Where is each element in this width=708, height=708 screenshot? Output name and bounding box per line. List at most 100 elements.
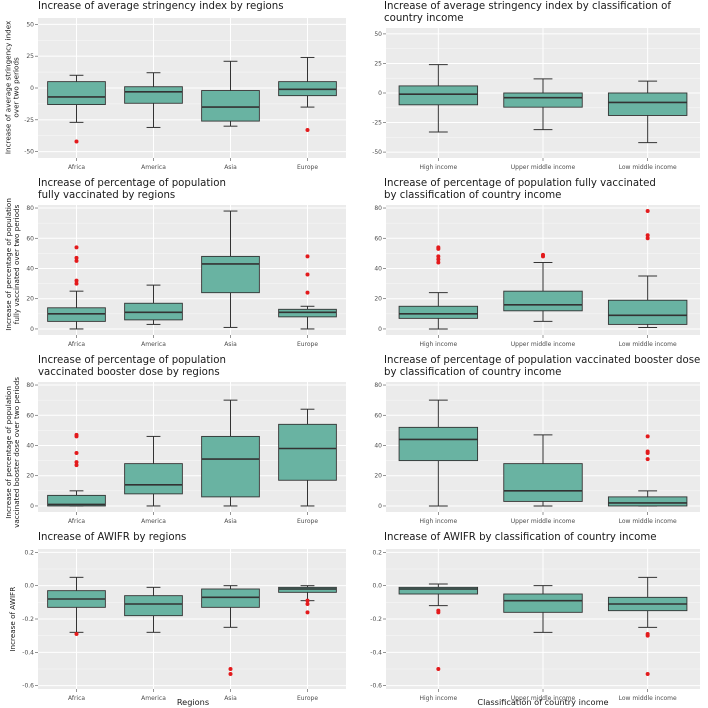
x-tick-label: Low middle income	[619, 695, 677, 702]
y-tick-label: 60	[26, 235, 34, 242]
x-tick-label: Europe	[297, 518, 318, 525]
box-iqr	[503, 463, 583, 502]
outlier-point	[305, 602, 310, 606]
panel-title: Increase of average stringency index by …	[384, 1, 671, 24]
box-iqr	[398, 426, 479, 462]
box-iqr	[278, 586, 337, 593]
panel-awifr-income: Increase of AWIFR by classification of c…	[354, 531, 708, 708]
outlier-point	[645, 233, 650, 238]
x-tick-label: Low middle income	[619, 164, 677, 171]
box-iqr	[398, 586, 479, 595]
y-tick-label: -0.4	[370, 649, 382, 656]
y-tick-label: 50	[26, 21, 34, 28]
y-tick-label: 20	[374, 296, 382, 303]
x-axis-label-income: Classification of country income	[477, 697, 609, 707]
outlier-point	[645, 209, 650, 214]
x-tick-label: Asia	[224, 518, 237, 525]
chart-svg-booster-regions: 0 20 40 60 80 Africa America Asia Europe	[26, 382, 346, 525]
box-iqr	[398, 305, 479, 319]
box-iqr	[607, 92, 688, 116]
outlier-point	[305, 610, 310, 615]
x-tick-label: High income	[419, 695, 457, 702]
outlier-point	[645, 449, 650, 454]
outlier-point	[645, 236, 650, 241]
outlier-point	[645, 434, 650, 439]
y-tick-label: 0.2	[24, 549, 34, 556]
y-tick-label: -0.2	[22, 616, 34, 623]
outlier-point	[228, 667, 233, 671]
y-tick-label: 80	[374, 205, 382, 212]
outlier-point	[436, 257, 441, 262]
x-tick-label: America	[141, 695, 166, 702]
x-tick-label: High income	[419, 341, 457, 348]
x-tick-label: Upper middle income	[511, 518, 576, 525]
y-tick-label: 40	[26, 265, 34, 272]
x-tick-label: Low middle income	[619, 341, 677, 348]
y-tick-label: 60	[26, 412, 34, 419]
outlier-point	[74, 139, 79, 144]
box-iqr	[47, 81, 106, 105]
y-tick-label: 0.0	[24, 583, 34, 590]
panel-awifr-regions: Increase of AWIFR by regions Increase of…	[0, 531, 354, 708]
x-tick-label: America	[141, 164, 166, 171]
panel-title: Increase of percentage of population ful…	[38, 178, 226, 201]
y-tick-label: 50	[374, 31, 382, 38]
y-tick-label: 80	[374, 382, 382, 389]
x-tick-label: Low middle income	[619, 518, 677, 525]
x-tick-label: Europe	[297, 695, 318, 702]
outlier-point	[436, 667, 441, 671]
x-tick-label: Upper middle income	[511, 341, 576, 348]
chart-svg-stringency-income: -50 -25 0 25 50 High income Upper middle incom…	[372, 28, 700, 171]
y-tick-label: 20	[26, 473, 34, 480]
outlier-point	[74, 255, 79, 260]
y-tick-label: 20	[374, 473, 382, 480]
panel-title: Increase of percentage of population vac…	[384, 355, 701, 378]
y-tick-label: -0.6	[370, 683, 382, 690]
box-iqr	[201, 255, 260, 294]
box-iqr	[278, 423, 337, 481]
x-tick-label: Asia	[224, 695, 237, 702]
chart-svg-booster-income: 0 20 40 60 80 High income Upper middle income L…	[374, 382, 700, 525]
y-tick-label: 0.0	[372, 583, 382, 590]
y-tick-label: 60	[374, 412, 382, 419]
outlier-point	[305, 290, 310, 295]
outlier-point	[645, 672, 650, 676]
box-iqr	[503, 92, 583, 108]
outlier-point	[74, 632, 79, 636]
outlier-point	[305, 598, 310, 603]
x-tick-label: Upper middle income	[511, 695, 576, 702]
y-tick-label: 0	[30, 326, 34, 333]
chart-svg-vaccinated-income: 0 20 40 60 80 High income Upper middle income L…	[374, 205, 700, 348]
y-tick-label: -0.2	[370, 616, 382, 623]
box-iqr	[503, 290, 583, 312]
box-iqr	[47, 494, 106, 507]
x-tick-label: Africa	[68, 518, 85, 525]
y-tick-label: 40	[26, 442, 34, 449]
y-tick-label: 0.2	[372, 549, 382, 556]
box-iqr	[124, 595, 183, 617]
x-tick-label: High income	[419, 164, 457, 171]
box-iqr	[607, 496, 688, 507]
y-tick-label: 40	[374, 442, 382, 449]
outlier-point	[74, 451, 79, 456]
y-tick-label: -50	[372, 149, 382, 156]
outlier-point	[645, 457, 650, 462]
y-tick-label: 0	[30, 85, 34, 92]
y-tick-label: -0.4	[22, 649, 34, 656]
panel-title: Increase of percentage of population vac…	[38, 355, 226, 378]
x-tick-label: Africa	[68, 695, 85, 702]
box-iqr	[398, 85, 479, 106]
outlier-point	[74, 258, 79, 263]
outlier-point	[74, 460, 79, 465]
box-iqr	[503, 593, 583, 613]
chart-svg-vaccinated-regions: 0 20 40 60 80 Africa America Asia Europe	[26, 205, 346, 348]
x-tick-label: Europe	[297, 341, 318, 348]
y-tick-label: 20	[26, 296, 34, 303]
panel-stringency-income: Increase of average stringency index by …	[354, 0, 708, 177]
box-iqr	[201, 435, 260, 498]
outlier-point	[74, 432, 79, 437]
x-tick-label: Asia	[224, 341, 237, 348]
panel-title: Increase of AWIFR by classification of c…	[384, 532, 657, 543]
panel-booster-regions: Increase of percentage of population vac…	[0, 354, 354, 531]
